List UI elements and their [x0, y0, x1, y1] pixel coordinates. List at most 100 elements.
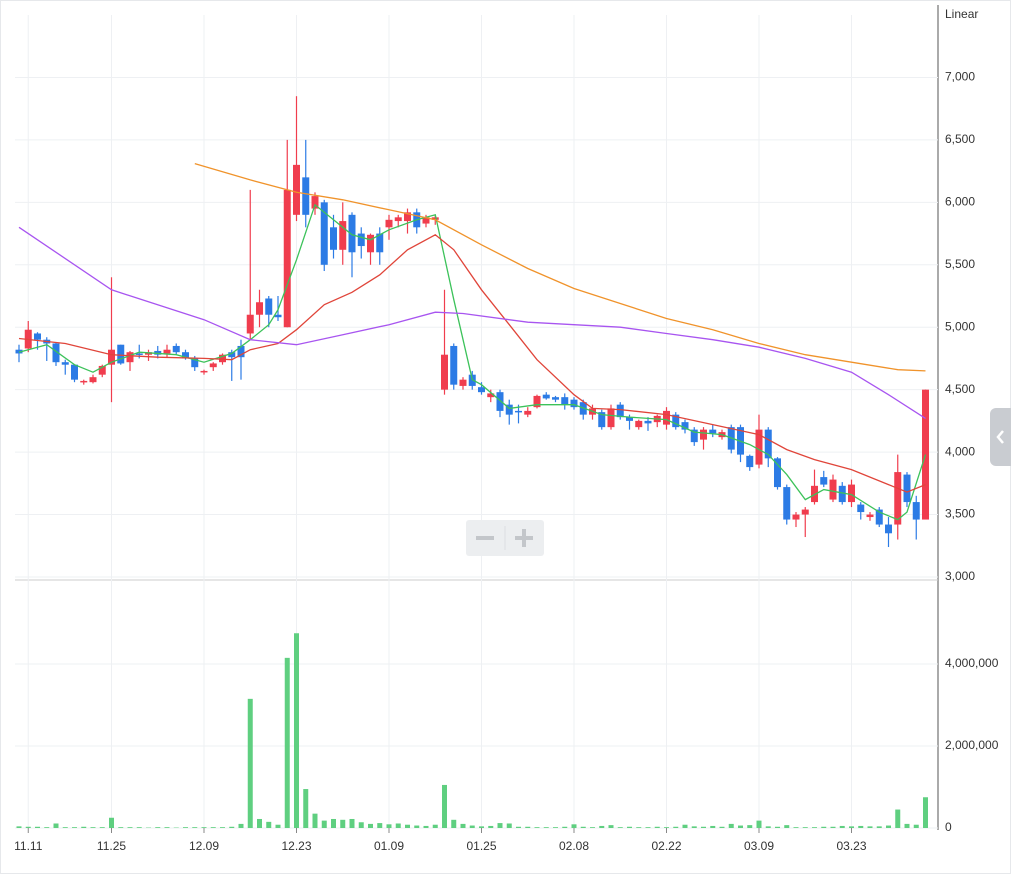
moving-average-line — [18, 226, 926, 419]
side-panel-toggle[interactable] — [990, 408, 1011, 466]
y-tick-label: 7,000 — [945, 70, 975, 84]
volume-bar — [839, 825, 845, 828]
volume-bar — [728, 823, 734, 828]
candle-body — [422, 217, 430, 224]
candle-body — [293, 164, 300, 215]
volume-bar — [340, 819, 346, 828]
volume-bar — [876, 826, 882, 828]
volume-bar — [654, 826, 660, 828]
moving-average-line — [18, 234, 926, 493]
candle-body — [302, 177, 310, 215]
x-tick-label: 12.09 — [189, 839, 219, 853]
candle-body — [172, 345, 180, 353]
candle-body — [515, 410, 522, 413]
candle-body — [672, 414, 680, 428]
candle-body — [496, 392, 504, 411]
x-tick-label: 01.09 — [374, 839, 404, 853]
volume-bar — [201, 827, 207, 828]
candle-body — [885, 524, 892, 534]
volume-bar — [312, 813, 318, 828]
candle-body — [616, 404, 624, 418]
candle-body — [431, 217, 439, 220]
volume-bar — [469, 825, 475, 828]
volume-bar — [775, 826, 780, 828]
candle-body — [635, 420, 643, 428]
volume-bar — [257, 818, 262, 828]
candle-body — [450, 345, 458, 385]
candle-body — [700, 429, 707, 440]
volume-bar — [821, 826, 827, 828]
volume-bar — [599, 825, 605, 828]
volume-bar — [275, 824, 281, 828]
volume-bar — [164, 827, 170, 828]
volume-bar — [266, 821, 272, 828]
volume-bar — [516, 826, 521, 828]
volume-bar — [617, 827, 623, 828]
candle-body — [34, 333, 41, 340]
volume-bar — [543, 827, 549, 828]
candle-body — [912, 502, 920, 520]
volume-bar — [349, 818, 355, 828]
candle-body — [792, 514, 800, 520]
candle-body — [857, 504, 865, 513]
candle-body — [320, 202, 328, 265]
volume-bar — [701, 826, 706, 828]
volume-bar — [830, 826, 836, 828]
volume-bar — [220, 827, 225, 828]
volume-bar — [673, 826, 679, 828]
candle-body — [820, 477, 828, 485]
volume-bar — [802, 827, 808, 828]
candle-body — [533, 395, 541, 408]
candle-body — [441, 354, 448, 390]
volume-bar — [136, 827, 142, 828]
volume-bar — [636, 827, 642, 828]
volume-bar — [358, 822, 364, 828]
candle-body — [209, 363, 217, 368]
candle-body — [311, 196, 319, 209]
volume-bar — [710, 825, 716, 828]
volume-bar — [423, 825, 429, 828]
volume-bar — [664, 827, 669, 828]
volume-bar — [247, 698, 253, 828]
volume-bar — [497, 823, 503, 828]
zoom-icons — [476, 526, 533, 550]
volume-bar — [62, 827, 68, 828]
candle-body — [903, 474, 911, 503]
moving-average-line — [194, 162, 926, 372]
candle-body — [607, 408, 615, 428]
volume-bar — [534, 827, 540, 828]
x-tick-label: 02.22 — [651, 839, 681, 853]
candle-body — [755, 429, 763, 465]
volume-bar — [284, 657, 290, 828]
candle-body — [367, 234, 374, 253]
zoom-out[interactable] — [476, 536, 494, 540]
candle-body — [339, 221, 347, 250]
y-tick-label: 5,500 — [945, 257, 975, 271]
x-tick-label: 11.11 — [14, 839, 43, 853]
candle-body — [866, 514, 874, 518]
volume-bar — [479, 826, 484, 828]
volume-bar — [553, 827, 558, 828]
y-tick-label: 3,000 — [945, 569, 975, 583]
volume-bar — [488, 825, 494, 828]
candle-body — [348, 214, 356, 253]
candle-body — [89, 377, 97, 383]
candle-body — [404, 212, 411, 222]
candle-body — [524, 410, 532, 415]
candle-body — [237, 345, 245, 358]
y-tick-label: 4,500 — [945, 382, 975, 396]
volume-bar — [571, 824, 577, 828]
volume-bar — [127, 827, 133, 828]
volume-bar — [867, 826, 873, 828]
candle-body — [478, 387, 485, 393]
candle-body — [163, 349, 171, 354]
volume-bar — [849, 826, 854, 828]
volume-bar — [756, 820, 762, 828]
candle-body — [552, 397, 559, 400]
candle-body — [98, 365, 106, 375]
candle-body — [690, 429, 698, 443]
volume-bar — [238, 823, 244, 828]
volume-bar — [858, 825, 864, 828]
candle-body — [256, 302, 263, 315]
volume-tick-label: 0 — [945, 820, 952, 834]
